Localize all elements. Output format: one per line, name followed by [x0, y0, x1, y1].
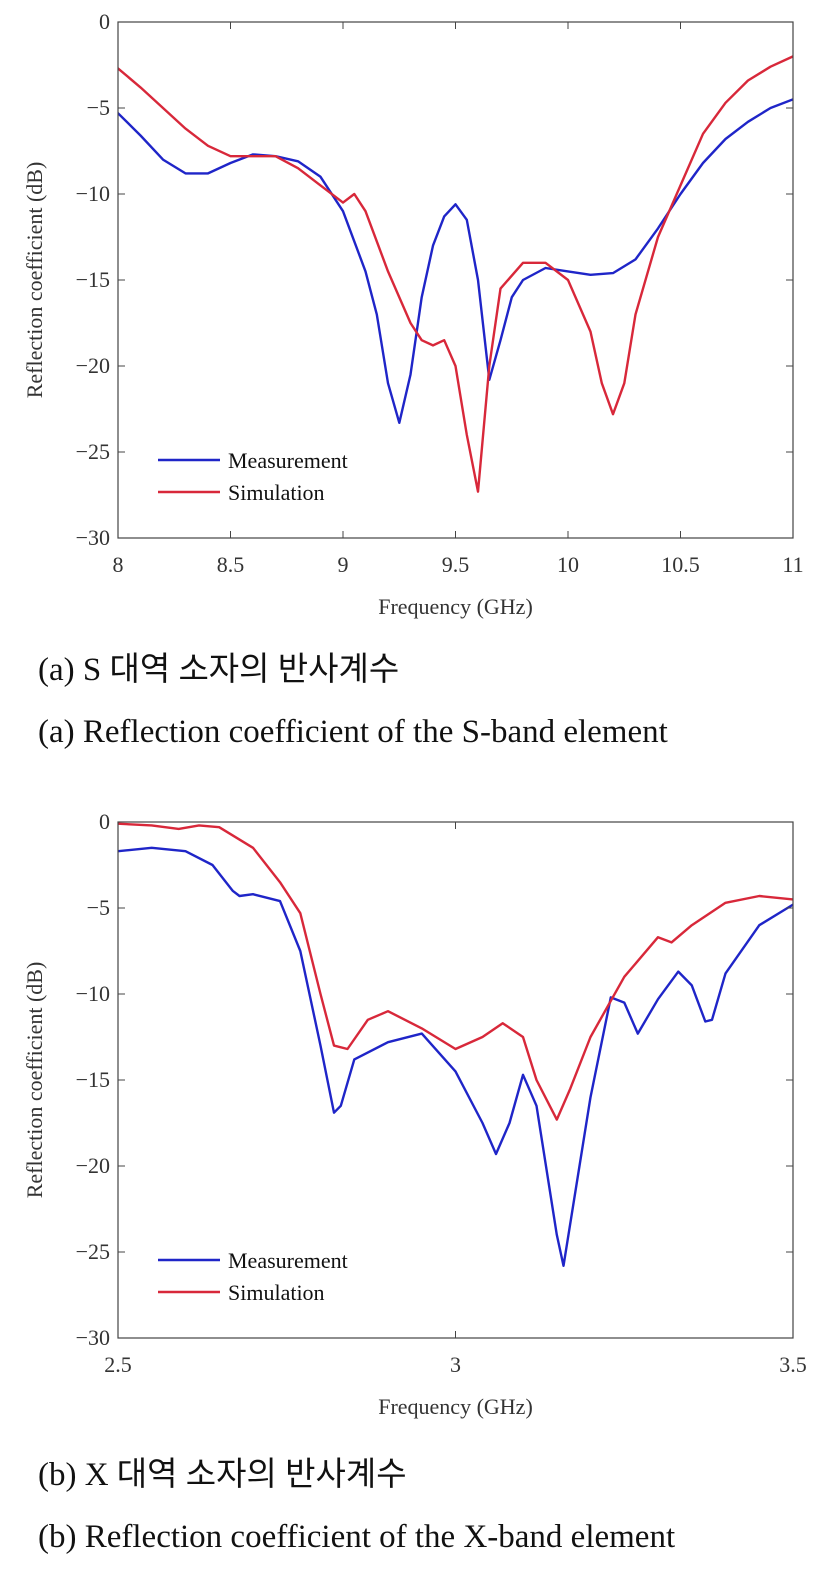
chart-b: 2.5 3 3.5 0 −5 −10 −15 −20 −25 −30 Frequency (GHz)… — [22, 809, 807, 1419]
legend-label-measurement: Measurement — [228, 448, 348, 473]
series-line-simulation — [118, 55, 793, 493]
chart-a: 8 8.5 9 9.5 10 10.5 11 0 −5 −10 −15 −20 −25 −30 Freque… — [22, 9, 804, 619]
caption-b-english: (b) Reflection coefficient of the X-band… — [38, 1519, 676, 1555]
x-axis-label: Frequency (GHz) — [378, 1394, 533, 1419]
x-axis-label: Frequency (GHz) — [378, 594, 533, 619]
x-tick-label: 9.5 — [442, 552, 470, 577]
x-tick-label: 11 — [782, 552, 803, 577]
y-axis-label: Reflection coefficient (dB) — [22, 162, 47, 399]
y-tick-label: −10 — [76, 981, 110, 1006]
legend-label-simulation: Simulation — [228, 1280, 325, 1305]
y-tick-label: −20 — [76, 353, 110, 378]
y-tick-label: −25 — [76, 1239, 110, 1264]
caption-a-english: (a) Reflection coefficient of the S-band… — [38, 714, 668, 750]
legend-label-measurement: Measurement — [228, 1248, 348, 1273]
y-tick-label: −20 — [76, 1153, 110, 1178]
x-tick-label: 9 — [338, 552, 349, 577]
y-tick-label: 0 — [99, 809, 110, 834]
y-tick-label: −15 — [76, 267, 110, 292]
caption-a-korean: (a) S 대역 소자의 반사계수 — [38, 652, 400, 688]
x-tick-label: 3 — [450, 1352, 461, 1377]
y-axis-label: Reflection coefficient (dB) — [22, 962, 47, 1199]
series-line-simulation — [118, 822, 793, 1121]
x-tick-label: 8 — [113, 552, 124, 577]
x-tick-label: 8.5 — [217, 552, 245, 577]
y-tick-label: −5 — [87, 895, 110, 920]
y-tick-label: −5 — [87, 95, 110, 120]
y-tick-label: −30 — [76, 525, 110, 550]
series-line-measurement — [118, 846, 793, 1267]
y-tick-label: −15 — [76, 1067, 110, 1092]
series-line-measurement — [118, 98, 793, 424]
x-tick-label: 10 — [557, 552, 579, 577]
x-tick-label: 2.5 — [104, 1352, 132, 1377]
legend-label-simulation: Simulation — [228, 480, 325, 505]
y-tick-label: −10 — [76, 181, 110, 206]
y-tick-label: −30 — [76, 1325, 110, 1350]
y-tick-label: 0 — [99, 9, 110, 34]
x-tick-label: 10.5 — [661, 552, 700, 577]
x-tick-label: 3.5 — [779, 1352, 807, 1377]
caption-b-korean: (b) X 대역 소자의 반사계수 — [38, 1457, 407, 1493]
y-tick-label: −25 — [76, 439, 110, 464]
